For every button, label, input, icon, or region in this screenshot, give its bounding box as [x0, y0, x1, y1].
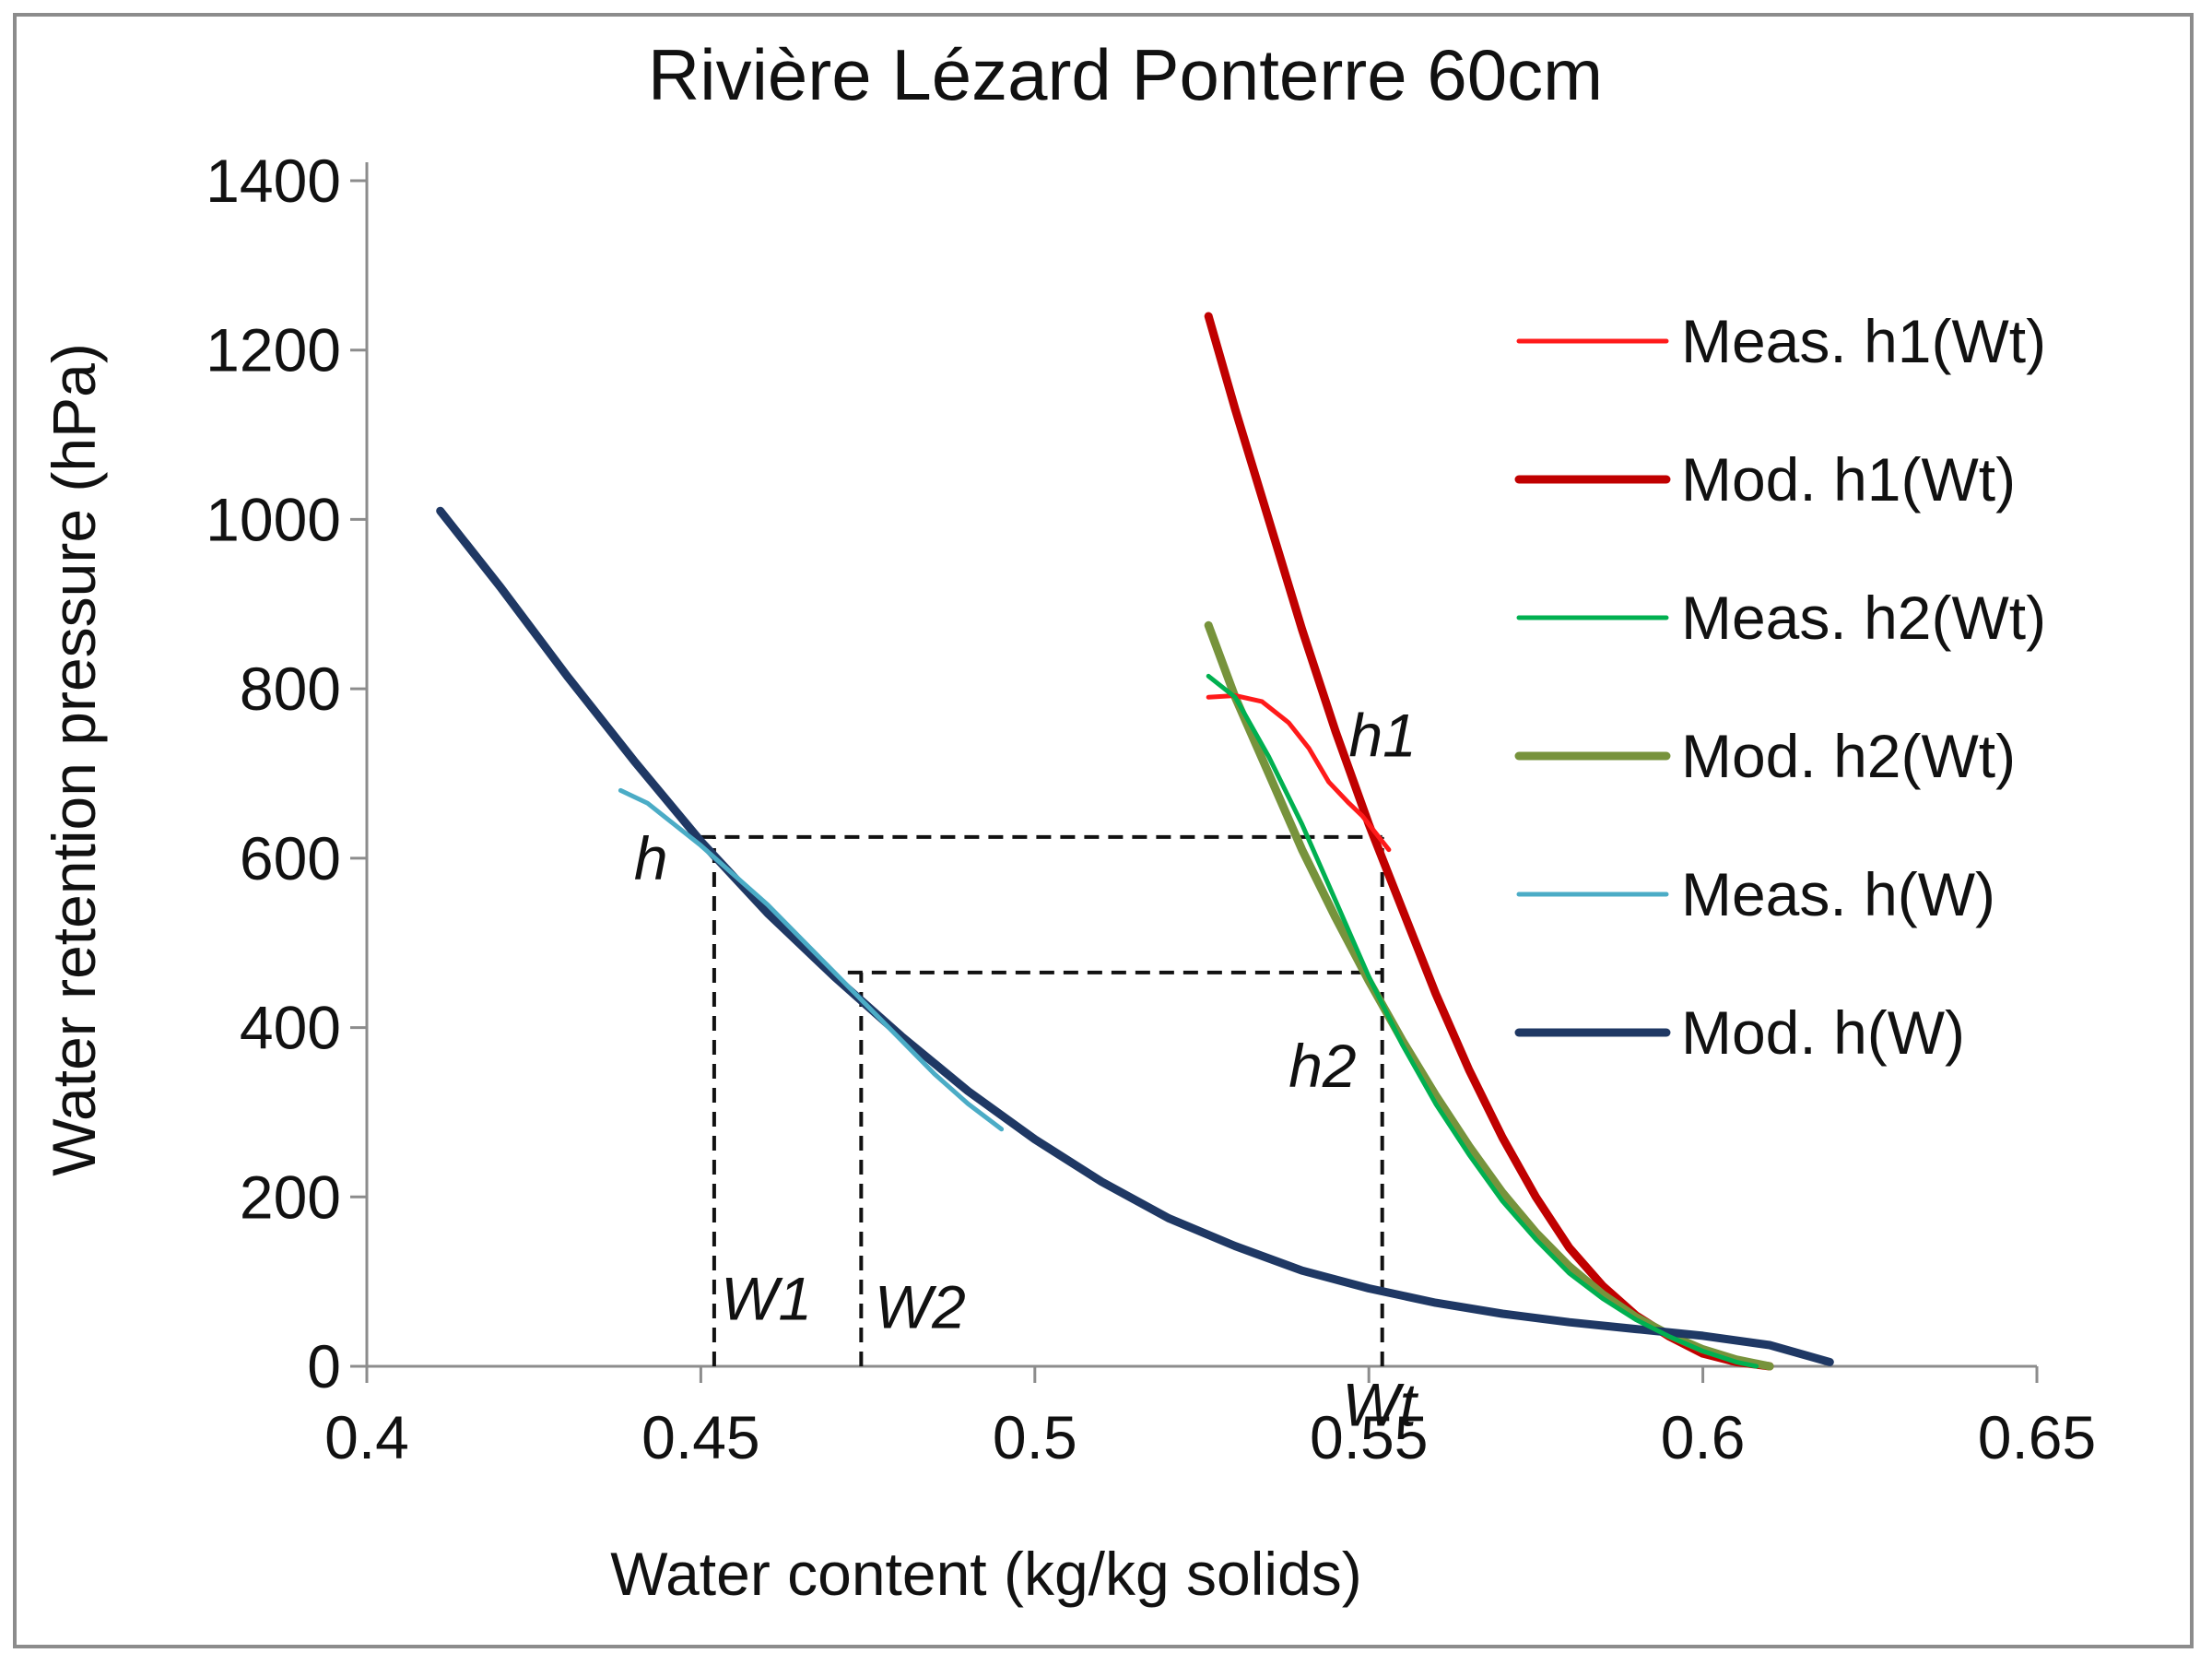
- series-line-mod-h-w: [436, 506, 1834, 1366]
- x-tick-label: 0.4: [324, 1403, 409, 1471]
- annotation-label: h: [634, 824, 668, 892]
- series-lines: [436, 312, 1834, 1371]
- x-tick-label: 0.5: [993, 1403, 1077, 1471]
- y-tick-label: 800: [240, 655, 341, 723]
- legend-entry: Meas. h1(Wt): [1681, 307, 2046, 375]
- chart-title: Rivière Lézard Ponterre 60cm: [648, 34, 1603, 115]
- series-line-meas-h-w: [618, 787, 1005, 1132]
- y-axis-label: Water retention pressure (hPa): [40, 343, 108, 1176]
- legend-entry: Mod. h2(Wt): [1681, 722, 2016, 790]
- legend-entry: Meas. h(W): [1681, 860, 1995, 928]
- series-line-meas-h1-wt: [1206, 693, 1392, 853]
- x-axis-label: Water content (kg/kg solids): [610, 1540, 1362, 1608]
- chart-frame: Rivière Lézard Ponterre 60cm Water reten…: [13, 13, 2194, 1648]
- y-tick-label: 0: [307, 1332, 341, 1400]
- legend-entry: Mod. h(W): [1681, 998, 1965, 1067]
- axes: 0 200 400 600 800 1000 1200 1400 0.4 0.45 0.5 0.55 0…: [206, 147, 2096, 1471]
- annotation-label: h2: [1288, 1032, 1356, 1100]
- x-tick-label: 0.45: [641, 1403, 759, 1471]
- y-tick-label: 200: [240, 1163, 341, 1231]
- series-line-meas-h2-wt: [1206, 673, 1759, 1369]
- y-tick-label: 400: [240, 994, 341, 1062]
- x-tick-label: 0.6: [1661, 1403, 1746, 1471]
- y-tick-label: 1200: [206, 316, 341, 384]
- dashed-reference-lines: [700, 834, 1384, 1366]
- y-tick-label: 600: [240, 824, 341, 892]
- annotation-label: W2: [875, 1273, 966, 1341]
- legend-entry: Meas. h2(Wt): [1681, 584, 2046, 652]
- legend: Meas. h1(Wt) Mod. h1(Wt) Meas. h2(Wt) Mod. …: [1514, 307, 2046, 1067]
- annotation-label: h1: [1348, 702, 1416, 770]
- water-retention-chart: Rivière Lézard Ponterre 60cm Water reten…: [40, 34, 2096, 1608]
- legend-entry: Mod. h1(Wt): [1681, 445, 2016, 514]
- x-tick-label: 0.65: [1978, 1403, 2096, 1471]
- y-tick-label: 1000: [206, 485, 341, 553]
- annotations: h1 h h2 W1 W2 Wt: [634, 702, 1419, 1439]
- x-tick-label: 0.55: [1310, 1403, 1428, 1471]
- annotation-label: W1: [721, 1264, 812, 1332]
- annotation-label: Wt: [1342, 1370, 1418, 1438]
- y-tick-label: 1400: [206, 147, 341, 215]
